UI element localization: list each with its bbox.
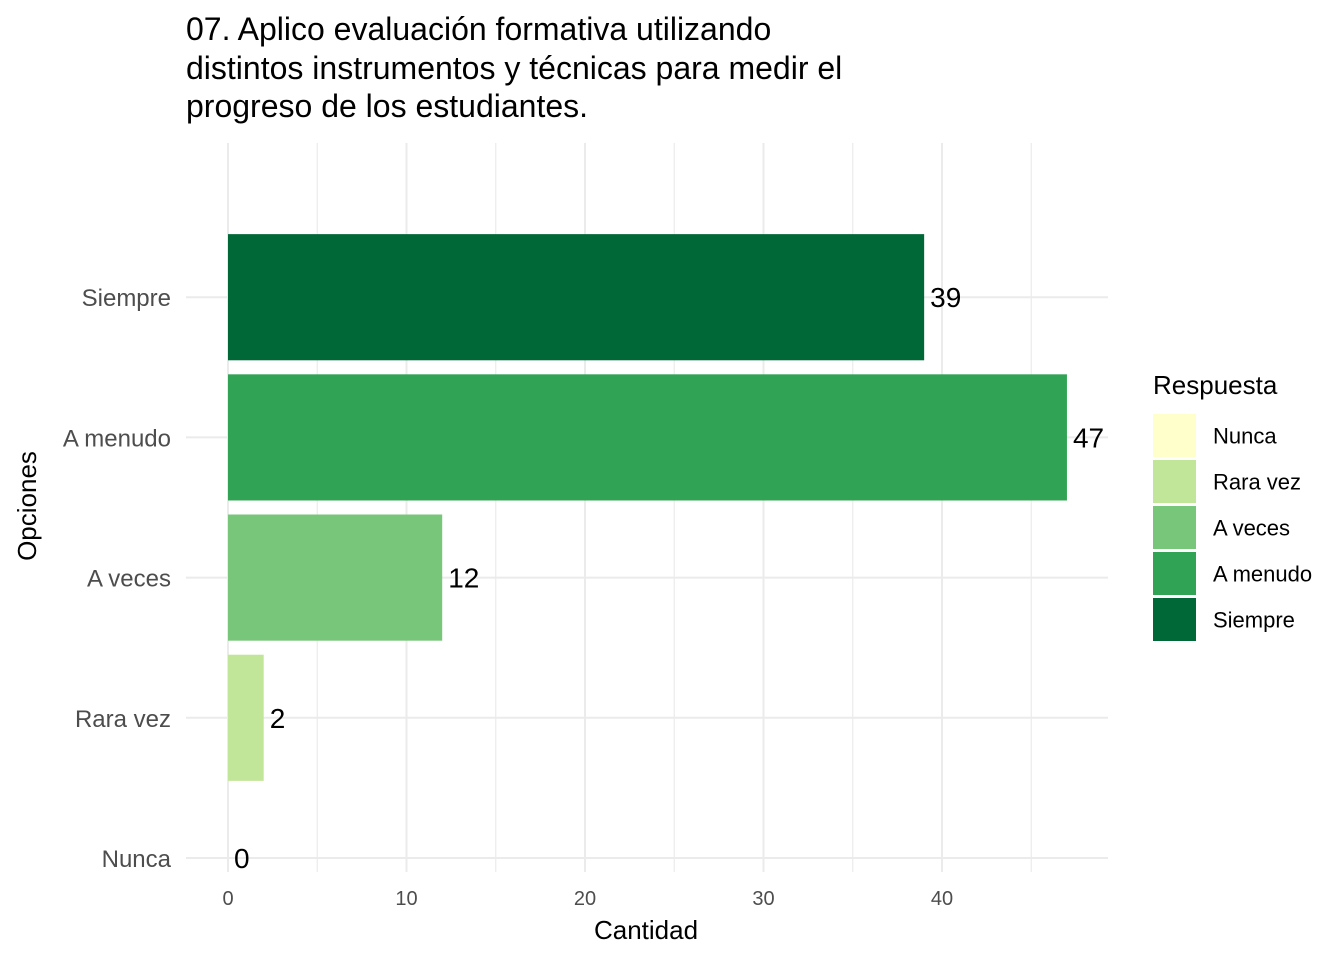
legend-key-a-menudo: [1153, 552, 1196, 595]
x-tick-label: 30: [752, 888, 774, 910]
x-tick-label: 40: [931, 888, 953, 910]
bar-rara-vez: [228, 654, 264, 781]
bar-siempre: [228, 234, 925, 361]
bar-a-veces: [228, 514, 443, 641]
legend-title: Respuesta: [1153, 370, 1278, 400]
y-tick-label-rara-vez: Rara vez: [75, 706, 171, 733]
y-axis-title: Opciones: [12, 451, 42, 561]
bars: [228, 234, 1067, 781]
chart-title-line-3: progreso de los estudiantes.: [186, 88, 588, 124]
legend-key-rara-vez: [1153, 460, 1196, 503]
data-label-nunca: 0: [234, 843, 250, 874]
chart-title-line-2: distintos instrumentos y técnicas para m…: [186, 50, 842, 86]
x-tick-label: 20: [574, 888, 596, 910]
data-label-siempre: 39: [930, 282, 961, 313]
y-axis-tick-labels: Nunca Rara vez A veces A menudo Siempre: [63, 285, 172, 873]
bar-a-menudo: [228, 374, 1067, 501]
x-tick-label: 0: [222, 888, 233, 910]
y-tick-label-siempre: Siempre: [82, 285, 171, 312]
legend-key-nunca: [1153, 414, 1196, 457]
y-tick-label-nunca: Nunca: [102, 846, 172, 873]
data-label-a-menudo: 47: [1073, 422, 1104, 453]
x-tick-label: 10: [395, 888, 417, 910]
legend-label-a-veces: A veces: [1213, 516, 1290, 541]
legend-label-rara-vez: Rara vez: [1213, 470, 1301, 495]
legend-label-nunca: Nunca: [1213, 424, 1277, 449]
legend-key-a-veces: [1153, 506, 1196, 549]
y-tick-label-a-menudo: A menudo: [63, 425, 171, 452]
legend: Respuesta Nunca Rara vez A veces A menudo Si…: [1153, 370, 1312, 641]
chart-title-line-1: 07. Aplico evaluación formativa utilizan…: [186, 11, 771, 47]
data-labels: 0 2 12 47 39: [234, 282, 1104, 874]
x-axis-tick-labels: 0 10 20 30 40: [222, 888, 953, 910]
chart-title: 07. Aplico evaluación formativa utilizan…: [186, 11, 842, 124]
data-label-rara-vez: 2: [270, 703, 286, 734]
legend-label-a-menudo: A menudo: [1213, 562, 1312, 587]
x-axis-title: Cantidad: [594, 915, 698, 945]
y-tick-label-a-veces: A veces: [87, 566, 171, 593]
data-label-a-veces: 12: [448, 563, 479, 594]
legend-key-siempre: [1153, 598, 1196, 641]
legend-label-siempre: Siempre: [1213, 608, 1295, 633]
